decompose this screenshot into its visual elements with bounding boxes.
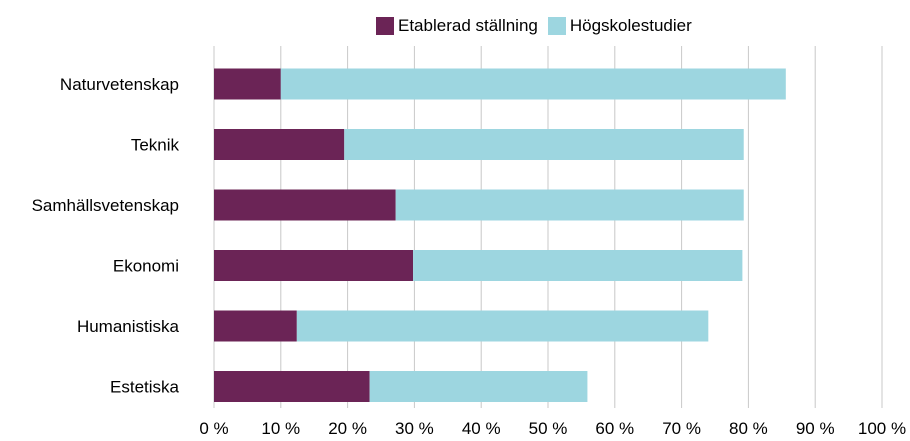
category-label: Samhällsvetenskap	[32, 196, 179, 215]
x-tick-label: 10 %	[261, 419, 300, 438]
bar-segment-hogskole	[344, 129, 744, 160]
category-label: Teknik	[131, 136, 180, 155]
bar-segment-etablerad	[214, 189, 396, 221]
legend-swatch-hogskole	[547, 17, 566, 35]
category-label: Naturvetenskap	[60, 75, 179, 94]
bar-segment-hogskole	[280, 68, 786, 100]
x-tick-label: 100 %	[858, 419, 906, 438]
x-tick-label: 30 %	[395, 419, 434, 438]
legend-item-hogskole: Högskolestudier	[547, 16, 692, 36]
bar-segment-hogskole	[395, 189, 744, 221]
bar-segment-etablerad	[214, 250, 414, 281]
x-tick-labels: 0 % 10 % 20 % 30 % 40 % 50 % 60 % 70 % 80 % 90 % 1…	[199, 419, 906, 438]
x-tick-label: 0 %	[199, 419, 228, 438]
x-tick-label: 90 %	[796, 419, 835, 438]
x-tick-label: 60 %	[595, 419, 634, 438]
legend-item-etablerad: Etablerad ställning	[376, 16, 538, 36]
category-label: Humanistiska	[77, 317, 180, 336]
category-labels: Naturvetenskap Teknik Samhällsvetenskap Eko…	[32, 75, 180, 397]
bar-segment-etablerad	[214, 310, 297, 342]
bar-segment-hogskole	[296, 310, 709, 342]
bars	[214, 68, 786, 402]
bar-segment-hogskole	[369, 371, 588, 402]
legend-label-hogskole: Högskolestudier	[569, 16, 692, 35]
category-label: Estetiska	[110, 378, 180, 397]
bar-segment-hogskole	[413, 250, 743, 281]
legend: Etablerad ställning Högskolestudier	[376, 16, 702, 36]
gridlines	[213, 46, 883, 408]
bar-segment-etablerad	[214, 68, 281, 100]
category-label: Ekonomi	[113, 257, 179, 276]
x-tick-label: 50 %	[529, 419, 568, 438]
legend-label-etablerad: Etablerad ställning	[398, 16, 538, 35]
x-tick-label: 70 %	[662, 419, 701, 438]
x-tick-label: 40 %	[462, 419, 501, 438]
x-tick-label: 20 %	[328, 419, 367, 438]
bar-segment-etablerad	[214, 371, 370, 402]
bar-segment-etablerad	[214, 129, 345, 160]
legend-swatch-etablerad	[376, 17, 394, 35]
x-tick-label: 80 %	[729, 419, 768, 438]
